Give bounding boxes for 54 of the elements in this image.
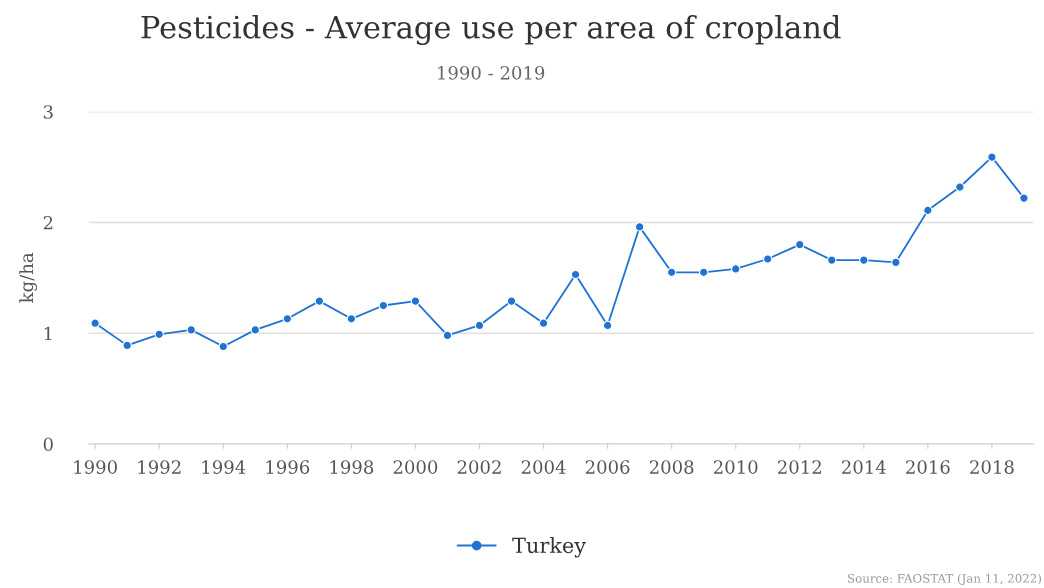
x-tick-label: 2004 [521, 460, 566, 474]
y-tick-label: 0 [43, 437, 53, 452]
legend-label: Turkey [512, 537, 587, 558]
point [763, 254, 773, 264]
x-tick-label: 2000 [393, 460, 438, 474]
x-tick-label: 1992 [138, 460, 181, 474]
x-tick-label: 2002 [457, 460, 501, 474]
point [442, 330, 453, 341]
y-tick-label: 1 [44, 326, 52, 341]
point [1019, 193, 1029, 203]
point [955, 182, 965, 192]
chart-title: Pesticides - Average use per area of cropland [141, 15, 841, 46]
chart-subtitle: 1990 - 2019 [438, 65, 545, 80]
x-tick-label: 2016 [906, 460, 950, 474]
source-note: Source: FAOSTAT (Jan 11, 2022) [848, 573, 1041, 586]
x-tick-label: 1994 [202, 460, 246, 474]
point [346, 314, 357, 324]
point [698, 267, 709, 278]
point [570, 269, 581, 280]
x-tick-label: 1998 [330, 460, 374, 474]
x-tick-label: 2010 [713, 460, 758, 474]
point [154, 329, 164, 340]
point [730, 264, 741, 274]
point [250, 325, 261, 335]
x-tick-label: 1990 [74, 460, 117, 474]
point [314, 296, 325, 306]
point [538, 318, 549, 328]
point [122, 340, 132, 351]
y-axis-title: kg/ha [19, 252, 37, 303]
point [90, 318, 100, 328]
point [634, 222, 645, 232]
point [666, 267, 677, 278]
point [506, 296, 517, 306]
point [410, 296, 421, 306]
point [859, 255, 869, 265]
point [282, 314, 293, 324]
point [795, 239, 805, 250]
point [891, 257, 901, 268]
point [186, 325, 196, 335]
y-tick-label: 3 [43, 105, 53, 119]
x-tick-label: 2008 [649, 460, 694, 474]
point [923, 205, 933, 216]
point [987, 152, 997, 162]
point [827, 255, 837, 265]
point [602, 320, 613, 331]
x-tick-label: 2012 [778, 460, 821, 474]
x-tick-label: 2014 [842, 460, 886, 474]
y-tick-label: 2 [43, 215, 53, 230]
point [218, 341, 228, 352]
x-tick-label: 2006 [585, 460, 630, 474]
point [378, 300, 389, 311]
x-tick-label: 1996 [266, 460, 310, 474]
x-tick-label: 2018 [970, 460, 1014, 474]
point [474, 320, 485, 331]
